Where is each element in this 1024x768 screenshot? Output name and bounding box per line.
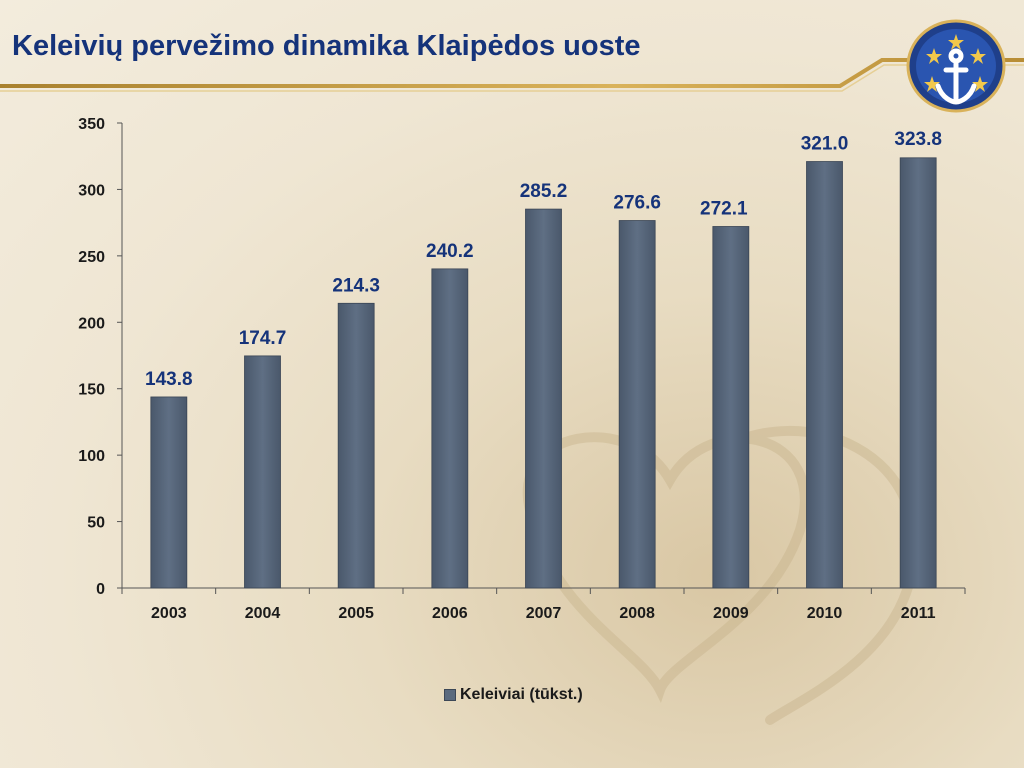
legend-label: Keleiviai (tūkst.) bbox=[460, 686, 583, 703]
data-label: 143.8 bbox=[145, 369, 193, 390]
x-tick-label: 2009 bbox=[713, 605, 749, 622]
data-label: 323.8 bbox=[894, 129, 942, 150]
chart-legend: Keleiviai (tūkst.) bbox=[444, 686, 583, 704]
bar-2006 bbox=[431, 268, 469, 589]
data-label: 240.2 bbox=[426, 241, 474, 262]
y-tick-label: 200 bbox=[78, 315, 105, 332]
bar-2003 bbox=[150, 396, 188, 589]
port-logo bbox=[906, 19, 1006, 113]
x-tick-label: 2011 bbox=[901, 605, 936, 622]
bar-2010 bbox=[806, 161, 843, 589]
bar-2011 bbox=[899, 157, 937, 589]
data-label: 272.1 bbox=[700, 198, 748, 219]
y-tick-label: 50 bbox=[87, 515, 105, 532]
legend-swatch bbox=[444, 689, 456, 701]
y-tick-label: 300 bbox=[78, 182, 105, 199]
data-label: 321.0 bbox=[801, 134, 849, 155]
bar-2008 bbox=[618, 220, 656, 589]
data-label: 214.3 bbox=[332, 275, 380, 296]
slide-title: Keleivių pervežimo dinamika Klaipėdos uo… bbox=[12, 30, 641, 62]
bar-2009 bbox=[712, 226, 750, 589]
y-tick-label: 0 bbox=[96, 581, 105, 598]
data-label: 285.2 bbox=[520, 181, 568, 202]
y-tick-label: 350 bbox=[78, 116, 105, 133]
y-tick-label: 250 bbox=[78, 249, 105, 266]
x-tick-label: 2008 bbox=[619, 605, 655, 622]
x-tick-label: 2005 bbox=[338, 605, 374, 622]
x-tick-label: 2007 bbox=[526, 605, 562, 622]
bar-2007 bbox=[525, 208, 562, 589]
data-label: 174.7 bbox=[239, 328, 287, 349]
x-tick-label: 2010 bbox=[807, 605, 843, 622]
bar-2005 bbox=[337, 302, 375, 589]
anchor-stars-icon bbox=[906, 19, 1006, 113]
x-tick-label: 2006 bbox=[432, 605, 468, 622]
bar-2004 bbox=[244, 355, 281, 589]
x-tick-label: 2003 bbox=[151, 605, 187, 622]
data-label: 276.6 bbox=[613, 193, 661, 214]
x-tick-label: 2004 bbox=[245, 605, 281, 622]
y-tick-label: 150 bbox=[78, 382, 105, 399]
y-tick-label: 100 bbox=[78, 448, 105, 465]
